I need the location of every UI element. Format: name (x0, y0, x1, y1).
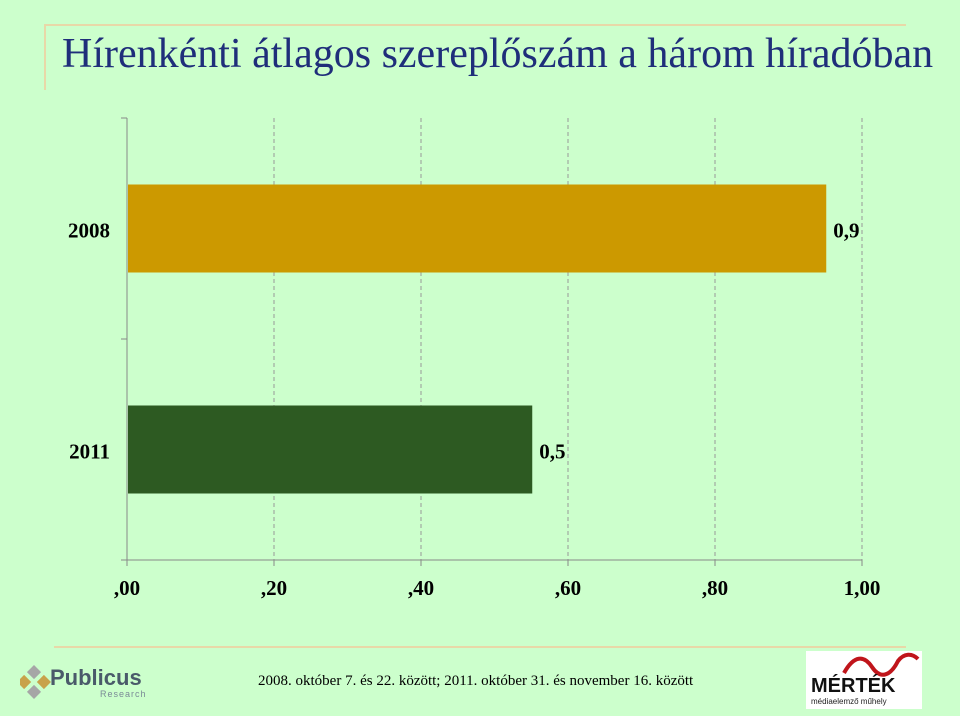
mertek-name: MÉRTÉK (811, 675, 896, 697)
category-label: 2008 (68, 219, 110, 243)
x-tick-label: ,40 (408, 576, 434, 600)
x-tick-label: ,80 (702, 576, 728, 600)
page-title: Hírenkénti átlagos szereplőszám a három … (62, 31, 934, 77)
x-tick-label: 1,00 (844, 576, 881, 600)
x-tick-label: ,60 (555, 576, 581, 600)
data-label: 0,9 (833, 219, 859, 243)
x-tick-label: ,00 (114, 576, 140, 600)
mertek-sub: médiaelemző műhely (811, 697, 887, 706)
bar (128, 405, 533, 494)
mertek-wave-icon (842, 652, 920, 677)
publicus-name: Publicus (50, 665, 142, 690)
footer-rule (54, 646, 906, 648)
publicus-sub: Research (100, 689, 147, 699)
title-rule-top (46, 24, 906, 26)
category-label: 2011 (69, 440, 110, 464)
publicus-logo-icon (20, 665, 51, 699)
data-label: 0,5 (539, 440, 565, 464)
title-rule-left (44, 24, 46, 90)
mertek-logo (806, 651, 922, 709)
bar-chart: ,00 ,20 ,40 ,60 ,80 1,00 2008 0,9 2011 0,5 (68, 117, 881, 600)
x-tick-label: ,20 (261, 576, 287, 600)
bar (128, 184, 827, 273)
footnote: 2008. október 7. és 22. között; 2011. ok… (258, 673, 694, 689)
